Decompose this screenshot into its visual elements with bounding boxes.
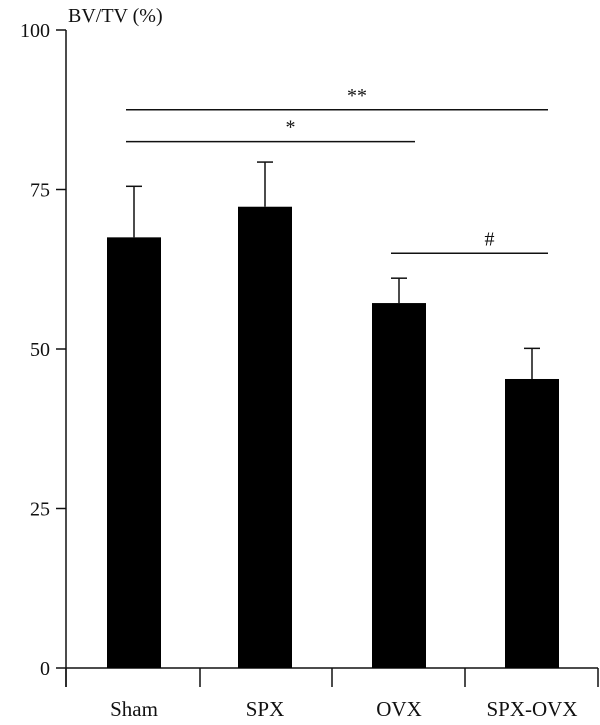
significance-label: *	[286, 117, 296, 139]
x-axis: Sham SPX OVX SPX-OVX	[65, 667, 599, 721]
x-tick-label: Sham	[110, 697, 158, 721]
y-tick-label: 0	[40, 658, 50, 680]
y-tick-label: 50	[30, 339, 50, 361]
x-tick-label: OVX	[376, 697, 422, 721]
error-bars	[126, 161, 540, 379]
bar	[238, 206, 292, 668]
bar	[107, 237, 161, 668]
y-axis-label: BV/TV (%)	[68, 5, 163, 27]
y-tick-label: 100	[20, 20, 50, 42]
x-tick-label: SPX-OVX	[486, 697, 577, 721]
y-tick-label: 75	[30, 180, 50, 202]
y-tick-label: 25	[30, 499, 50, 521]
bars	[107, 206, 559, 668]
x-tick-label: SPX	[246, 697, 285, 721]
significance-label: **	[347, 85, 367, 107]
significance-brackets: ***#	[126, 85, 548, 255]
significance-label: #	[485, 228, 495, 250]
y-axis: 0 25 50 75 100	[20, 20, 67, 687]
bar	[372, 303, 426, 668]
bar	[505, 378, 559, 668]
